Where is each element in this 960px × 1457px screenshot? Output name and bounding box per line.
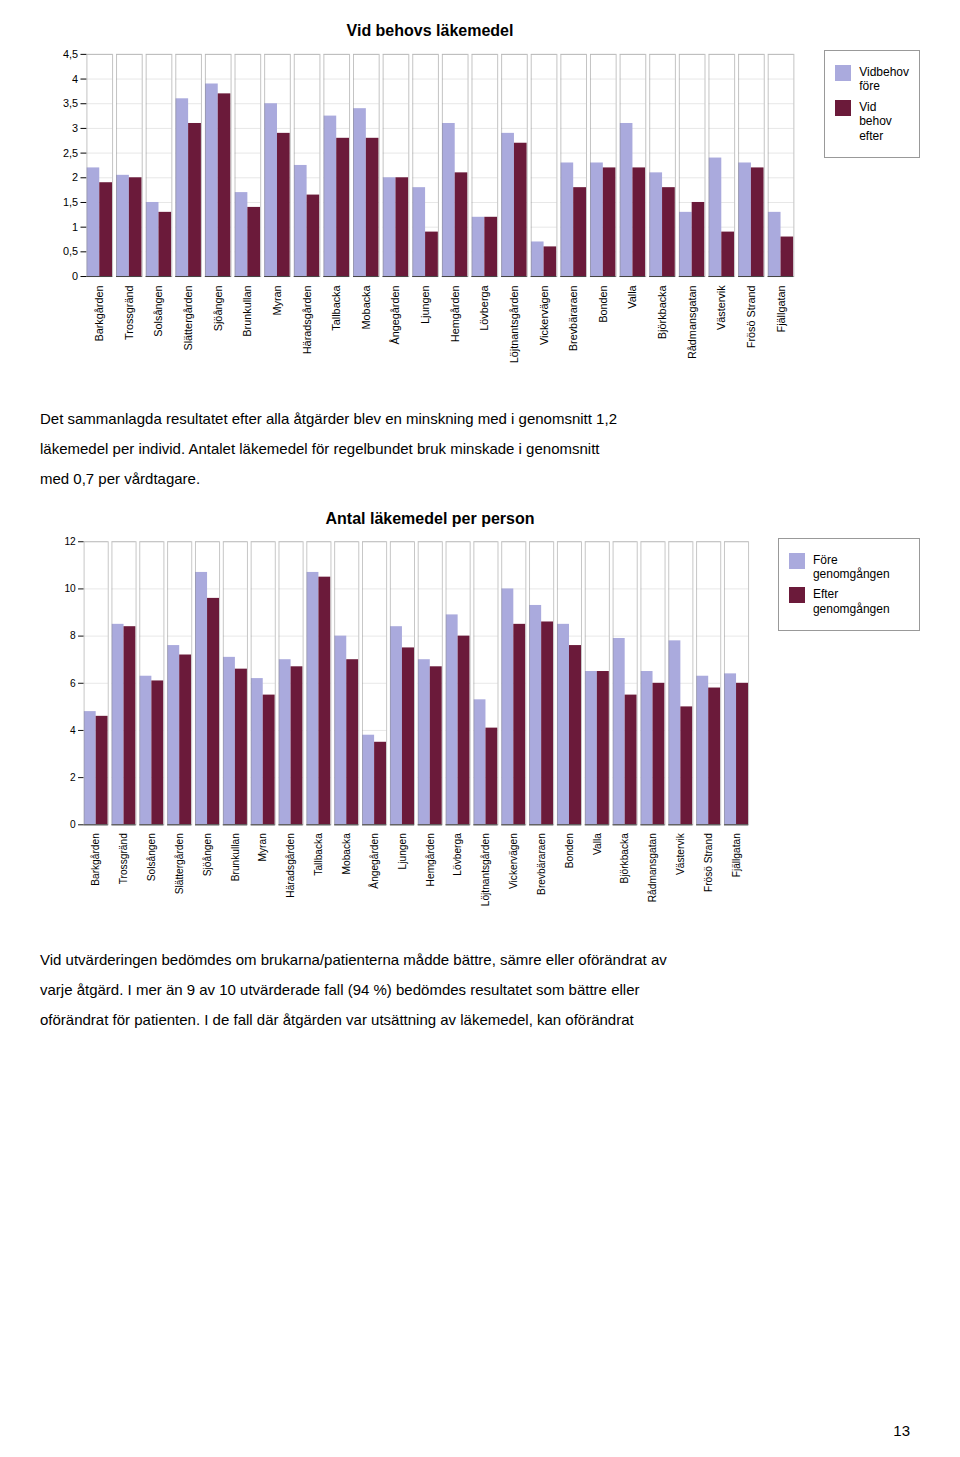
- svg-text:Myran: Myran: [257, 833, 268, 861]
- svg-text:Frösö Strand: Frösö Strand: [703, 832, 714, 891]
- svg-text:6: 6: [70, 677, 76, 688]
- svg-text:Trossgränd: Trossgränd: [118, 832, 129, 883]
- svg-text:Mobacka: Mobacka: [360, 284, 372, 329]
- svg-text:Valla: Valla: [592, 832, 603, 854]
- html-text:Antal läkemedel per person: Antal läkemedel per person: [325, 509, 535, 527]
- svg-text:Sjöången: Sjöången: [212, 285, 224, 331]
- svg-text:1: 1: [72, 221, 78, 233]
- svg-text:Tallbacka: Tallbacka: [330, 284, 342, 330]
- html-text:Före genomgången: Före genomgången: [812, 552, 890, 581]
- html-text:Vidbehov före: Vidbehov före: [859, 65, 909, 94]
- svg-text:Valla: Valla: [626, 284, 638, 308]
- svg-text:Ångegården: Ångegården: [368, 833, 380, 889]
- svg-text:3,5: 3,5: [63, 97, 78, 109]
- svg-text:Hemgården: Hemgården: [449, 285, 461, 342]
- svg-text:Häradsgården: Häradsgården: [301, 285, 313, 354]
- svg-text:12: 12: [64, 536, 76, 547]
- svg-text:3: 3: [72, 122, 78, 134]
- svg-text:Häradsgården: Häradsgården: [285, 833, 296, 898]
- svg-text:Ångegården: Ångegården: [389, 285, 401, 344]
- svg-text:0: 0: [70, 819, 76, 830]
- svg-text:8: 8: [70, 630, 76, 641]
- svg-text:Hemgården: Hemgården: [425, 833, 436, 886]
- svg-text:Ljungen: Ljungen: [419, 285, 431, 324]
- html-text:Vid behov efter: Vid behov efter: [859, 99, 892, 143]
- svg-text:Sjöången: Sjöången: [202, 833, 213, 876]
- html-text:Vid utvärderingen bedömdes om: Vid utvärderingen bedömdes om brukarna/p…: [40, 950, 667, 968]
- svg-text:Solsången: Solsången: [146, 833, 157, 881]
- svg-text:Brevbäraraen: Brevbäraraen: [567, 285, 579, 351]
- html-text:läkemedel per individ. Antalet: läkemedel per individ. Antalet läkemedel…: [40, 439, 600, 457]
- html-text:Vid behovs läkemedel: Vid behovs läkemedel: [346, 22, 514, 39]
- html-text:varje åtgärd. I mer än 9 av 10: varje åtgärd. I mer än 9 av 10 utvärdera…: [40, 980, 640, 998]
- svg-text:Slättergården: Slättergården: [182, 285, 194, 350]
- svg-text:Slättergården: Slättergården: [174, 833, 185, 894]
- svg-text:Frösö Strand: Frösö Strand: [745, 285, 757, 348]
- html-text:oförändrat för patienten. I de: oförändrat för patienten. I de fall där …: [40, 1010, 634, 1028]
- svg-text:1,5: 1,5: [63, 196, 78, 208]
- svg-text:Bonden: Bonden: [564, 833, 575, 868]
- svg-text:Björkbacka: Björkbacka: [619, 832, 630, 883]
- svg-text:Brunkullan: Brunkullan: [230, 833, 241, 881]
- svg-text:Lövberga: Lövberga: [452, 832, 463, 875]
- svg-text:Brunkullan: Brunkullan: [241, 285, 253, 336]
- svg-text:Rådmansgatan: Rådmansgatan: [647, 833, 658, 902]
- svg-text:10: 10: [64, 583, 76, 594]
- svg-text:Löjtnantsgården: Löjtnantsgården: [508, 285, 520, 363]
- svg-text:0: 0: [72, 270, 78, 282]
- svg-text:Myran: Myran: [271, 285, 283, 315]
- svg-text:Vickervägen: Vickervägen: [508, 833, 519, 889]
- html-text:Det sammanlagda resultatet eft: Det sammanlagda resultatet efter alla åt…: [40, 409, 617, 427]
- svg-text:Barkgården: Barkgården: [93, 285, 105, 341]
- svg-text:Mobacka: Mobacka: [341, 832, 352, 874]
- svg-text:Ljungen: Ljungen: [397, 833, 408, 869]
- svg-text:Björkbacka: Björkbacka: [656, 284, 668, 339]
- svg-text:Västervik: Västervik: [715, 285, 727, 330]
- svg-text:Lövberga: Lövberga: [478, 284, 490, 330]
- svg-text:4: 4: [72, 73, 78, 85]
- svg-text:4: 4: [70, 724, 76, 735]
- html-text:med 0,7 per vårdtagare.: med 0,7 per vårdtagare.: [40, 469, 201, 487]
- svg-text:4,5: 4,5: [63, 48, 78, 60]
- svg-text:2,5: 2,5: [63, 147, 78, 159]
- svg-text:Tallbacka: Tallbacka: [313, 832, 324, 875]
- html-text:13: 13: [893, 1422, 910, 1439]
- svg-text:Löjtnantsgården: Löjtnantsgården: [480, 833, 491, 906]
- svg-text:Rådmansgatan: Rådmansgatan: [686, 285, 698, 359]
- svg-text:2: 2: [72, 171, 78, 183]
- svg-text:Solsången: Solsången: [152, 285, 164, 336]
- svg-text:Vickervägen: Vickervägen: [538, 285, 550, 345]
- svg-text:Västervik: Västervik: [675, 832, 686, 875]
- html-text:Efter genomgången: Efter genomgången: [812, 587, 890, 616]
- svg-text:0,5: 0,5: [63, 245, 78, 257]
- svg-text:Bonden: Bonden: [597, 285, 609, 322]
- svg-text:Trossgränd: Trossgränd: [123, 285, 135, 340]
- svg-text:2: 2: [70, 771, 76, 782]
- svg-text:Brevbäraraen: Brevbäraraen: [536, 833, 547, 895]
- svg-text:Barkgården: Barkgården: [90, 833, 101, 886]
- svg-text:Fjällgatan: Fjällgatan: [731, 833, 742, 877]
- svg-text:Fjällgatan: Fjällgatan: [775, 285, 787, 332]
